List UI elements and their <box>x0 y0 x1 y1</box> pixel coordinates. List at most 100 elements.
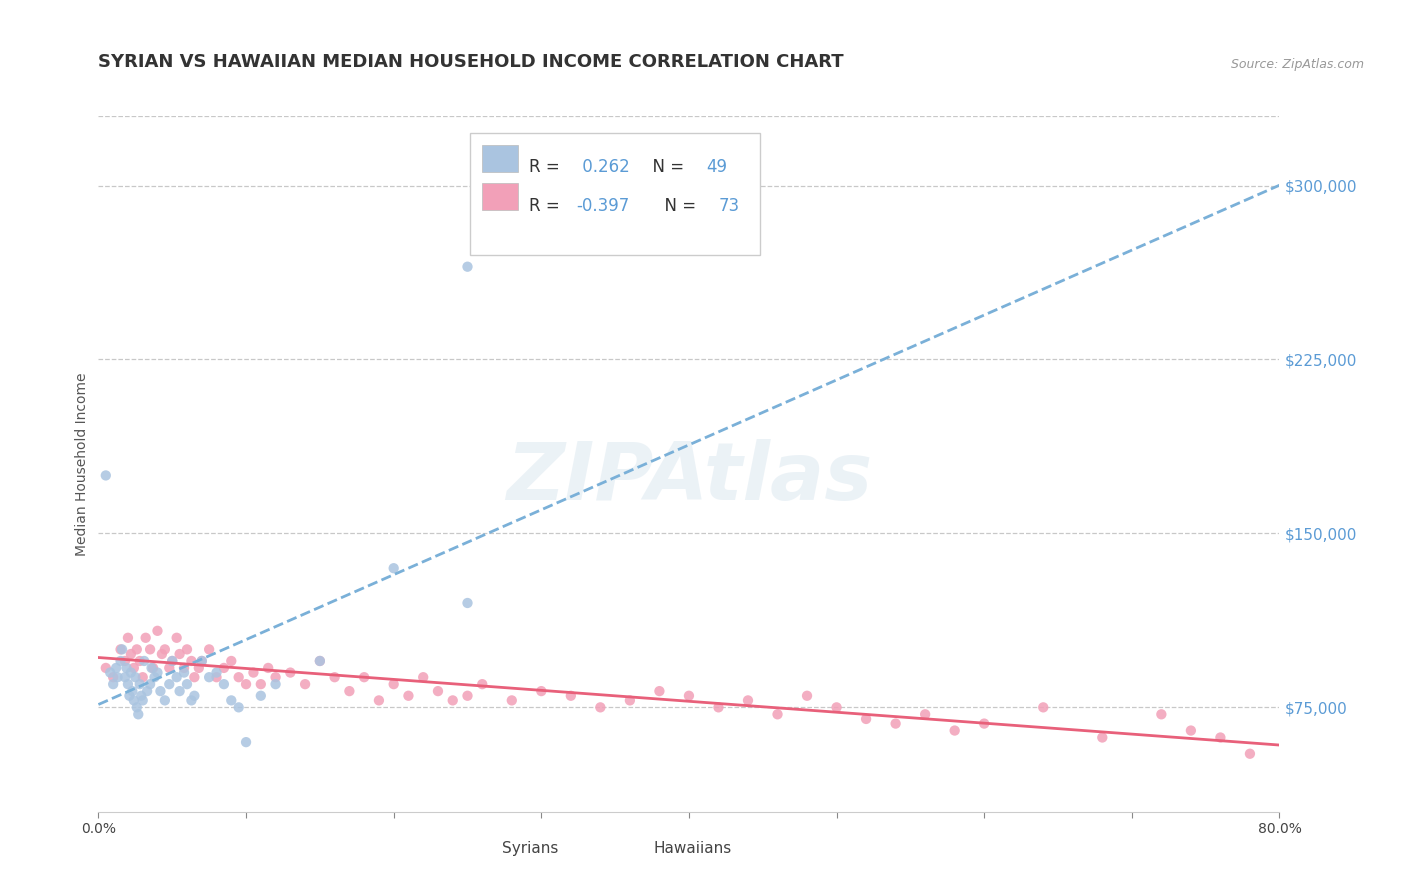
Point <box>589 700 612 714</box>
Point <box>157 661 180 675</box>
Point <box>173 661 195 675</box>
Point <box>796 689 818 703</box>
Text: Hawaiians: Hawaiians <box>654 841 731 856</box>
Point <box>212 677 235 691</box>
Point <box>146 665 169 680</box>
Point <box>169 647 191 661</box>
Point <box>560 689 582 703</box>
Point <box>619 693 641 707</box>
Point <box>153 693 176 707</box>
Text: 49: 49 <box>707 159 728 177</box>
Text: 73: 73 <box>718 197 740 215</box>
Point <box>150 647 173 661</box>
Point <box>183 670 205 684</box>
Text: ZIPAtlas: ZIPAtlas <box>506 439 872 516</box>
Point <box>98 665 121 680</box>
Point <box>191 654 214 668</box>
Point <box>855 712 877 726</box>
Point <box>180 654 202 668</box>
Text: SYRIAN VS HAWAIIAN MEDIAN HOUSEHOLD INCOME CORRELATION CHART: SYRIAN VS HAWAIIAN MEDIAN HOUSEHOLD INCO… <box>98 54 844 71</box>
Point <box>382 561 405 575</box>
Point <box>737 693 759 707</box>
Point <box>103 677 125 691</box>
Point <box>127 707 149 722</box>
Point <box>294 677 316 691</box>
Point <box>114 654 136 668</box>
Point <box>129 689 152 703</box>
Point <box>176 677 198 691</box>
Point <box>441 693 464 707</box>
Point <box>219 654 242 668</box>
Point <box>707 700 730 714</box>
Point <box>250 689 273 703</box>
Point <box>648 684 671 698</box>
Point <box>132 670 155 684</box>
Point <box>205 665 228 680</box>
Point <box>1091 731 1114 745</box>
Point <box>456 260 478 274</box>
Point <box>110 642 132 657</box>
Point <box>914 707 936 722</box>
Point <box>530 684 553 698</box>
Text: 0.262: 0.262 <box>576 159 630 177</box>
Point <box>825 700 848 714</box>
Point <box>110 654 132 668</box>
Point <box>191 654 214 668</box>
Point <box>94 661 117 675</box>
Point <box>257 661 280 675</box>
Point <box>323 670 346 684</box>
Point <box>121 684 143 698</box>
Point <box>162 654 183 668</box>
Point <box>205 670 228 684</box>
Point <box>166 631 188 645</box>
Point <box>146 624 169 638</box>
Point <box>105 661 128 675</box>
Point <box>973 716 995 731</box>
Point <box>1032 700 1054 714</box>
Point <box>176 642 198 657</box>
Text: N =: N = <box>641 159 689 177</box>
Point <box>228 700 250 714</box>
Point <box>242 665 264 680</box>
Point <box>120 665 142 680</box>
Point <box>766 707 789 722</box>
Y-axis label: Median Household Income: Median Household Income <box>76 372 90 556</box>
Bar <box>624 842 648 863</box>
Point <box>166 670 188 684</box>
Point <box>134 654 156 668</box>
Text: N =: N = <box>654 197 700 215</box>
Bar <box>471 842 494 863</box>
Point <box>180 693 202 707</box>
Text: R =: R = <box>530 159 565 177</box>
Point <box>128 677 150 691</box>
Point <box>250 677 273 691</box>
Point <box>1239 747 1261 761</box>
Point <box>309 654 332 668</box>
Point <box>309 654 332 668</box>
Point <box>412 670 434 684</box>
Point <box>136 684 159 698</box>
Point <box>94 468 117 483</box>
Point <box>117 677 139 691</box>
Point <box>678 689 700 703</box>
Point <box>471 677 494 691</box>
Point <box>122 693 145 707</box>
Text: Source: ZipAtlas.com: Source: ZipAtlas.com <box>1230 58 1364 71</box>
Point <box>153 642 176 657</box>
Point <box>162 654 183 668</box>
Point <box>353 670 375 684</box>
Text: R =: R = <box>530 197 565 215</box>
Point <box>118 689 141 703</box>
Point <box>124 670 146 684</box>
Point <box>128 654 150 668</box>
Bar <box>482 145 517 171</box>
Point <box>117 631 139 645</box>
Point <box>264 677 287 691</box>
Point <box>107 670 129 684</box>
Point <box>114 670 136 684</box>
Point <box>120 647 142 661</box>
Point <box>382 677 405 691</box>
Point <box>264 670 287 684</box>
Point <box>115 661 138 675</box>
Point <box>139 642 162 657</box>
